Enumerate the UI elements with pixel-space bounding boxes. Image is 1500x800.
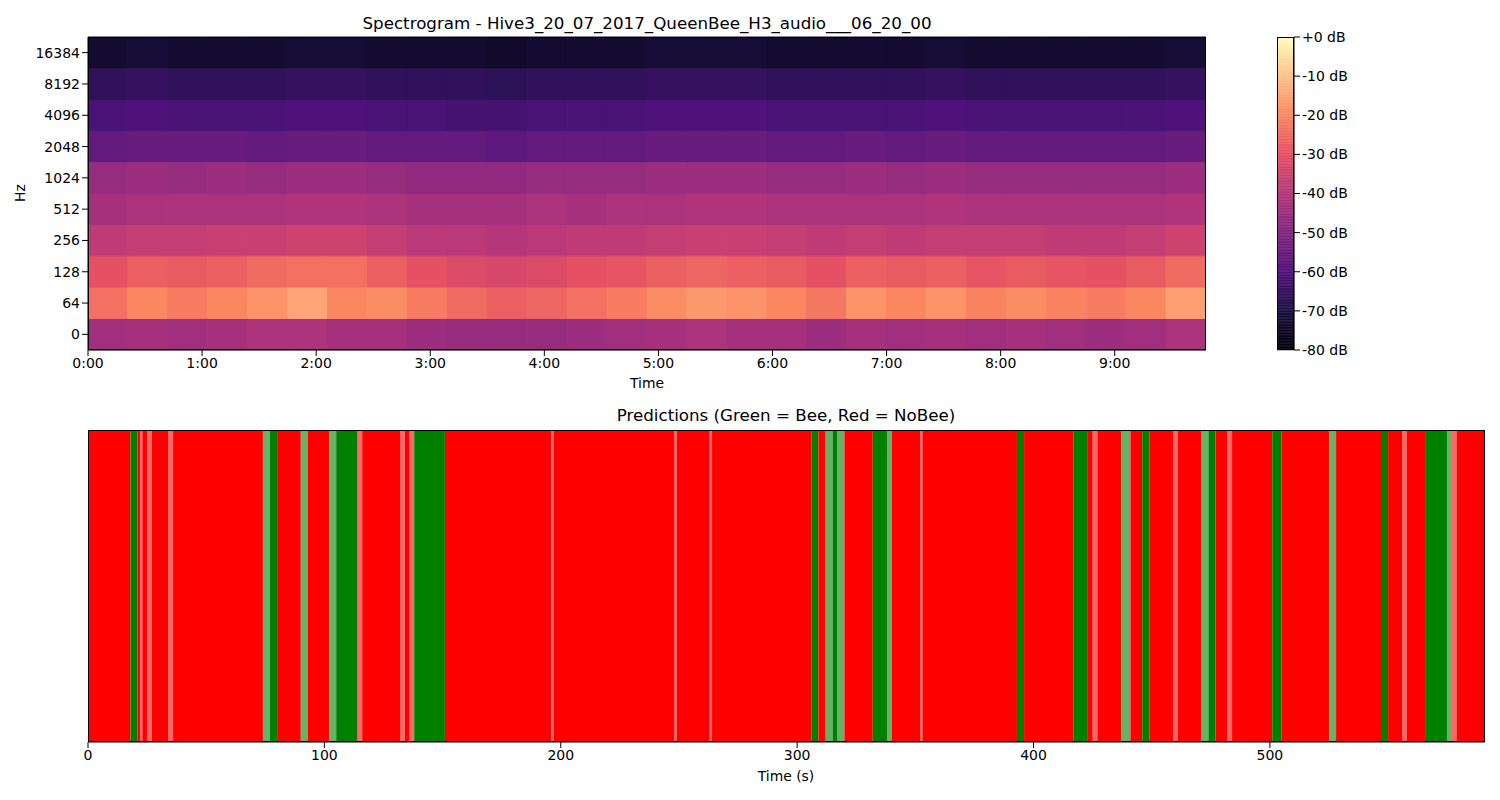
svg-text:-20 dB: -20 dB xyxy=(1302,107,1348,123)
svg-text:1:00: 1:00 xyxy=(186,355,217,371)
svg-text:2:00: 2:00 xyxy=(300,355,331,371)
svg-text:5:00: 5:00 xyxy=(643,355,674,371)
svg-text:300: 300 xyxy=(784,747,811,763)
svg-text:8192: 8192 xyxy=(44,76,80,92)
svg-text:-60 dB: -60 dB xyxy=(1302,264,1348,280)
svg-text:-30 dB: -30 dB xyxy=(1302,146,1348,162)
svg-text:3:00: 3:00 xyxy=(415,355,446,371)
svg-text:1024: 1024 xyxy=(44,170,80,186)
html-text:Predictions (Green = Bee, Red: Predictions (Green = Bee, Red = NoBee) xyxy=(616,404,956,425)
svg-text:-40 dB: -40 dB xyxy=(1302,185,1348,201)
html-text:Spectrogram - Hive3_20_07_2017: Spectrogram - Hive3_20_07_2017_QueenBee_… xyxy=(362,12,932,33)
svg-text:0:00: 0:00 xyxy=(72,355,103,371)
svg-text:4:00: 4:00 xyxy=(529,355,560,371)
svg-text:+0 dB: +0 dB xyxy=(1302,29,1346,45)
svg-text:-50 dB: -50 dB xyxy=(1302,225,1348,241)
svg-text:200: 200 xyxy=(547,747,574,763)
svg-text:512: 512 xyxy=(53,201,80,217)
html-text:Time: Time xyxy=(630,375,664,391)
svg-text:9:00: 9:00 xyxy=(1099,355,1130,371)
svg-text:-80 dB: -80 dB xyxy=(1302,342,1348,358)
svg-text:400: 400 xyxy=(1020,747,1047,763)
svg-text:-10 dB: -10 dB xyxy=(1302,68,1348,84)
svg-text:6:00: 6:00 xyxy=(757,355,788,371)
svg-text:256: 256 xyxy=(53,232,80,248)
svg-text:500: 500 xyxy=(1257,747,1284,763)
svg-text:100: 100 xyxy=(311,747,338,763)
svg-text:16384: 16384 xyxy=(35,45,80,61)
html-text:Time (s): Time (s) xyxy=(757,768,815,784)
html-text:Hz: Hz xyxy=(12,184,28,202)
svg-text:-70 dB: -70 dB xyxy=(1302,303,1348,319)
svg-text:64: 64 xyxy=(62,295,80,311)
svg-text:8:00: 8:00 xyxy=(985,355,1016,371)
svg-text:2048: 2048 xyxy=(44,139,80,155)
svg-text:0: 0 xyxy=(71,326,80,342)
svg-text:0: 0 xyxy=(84,747,93,763)
svg-text:128: 128 xyxy=(53,264,80,280)
svg-text:7:00: 7:00 xyxy=(871,355,902,371)
svg-text:4096: 4096 xyxy=(44,107,80,123)
